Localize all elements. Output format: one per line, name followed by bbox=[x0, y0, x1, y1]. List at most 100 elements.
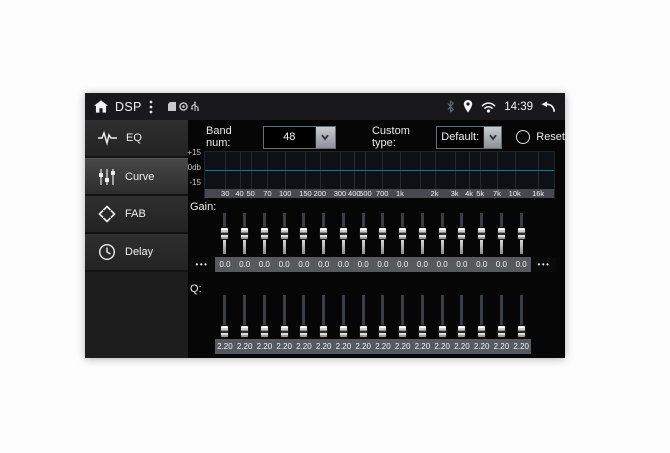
q-slider[interactable] bbox=[511, 293, 531, 338]
sidebar-item-delay[interactable]: Delay bbox=[85, 234, 188, 272]
back-icon[interactable] bbox=[541, 100, 556, 113]
gain-slider-thumb[interactable] bbox=[398, 227, 408, 240]
q-slider[interactable] bbox=[294, 293, 314, 338]
gain-slider-thumb[interactable] bbox=[338, 227, 348, 240]
q-slider-thumb[interactable] bbox=[457, 324, 467, 338]
gain-slider[interactable] bbox=[353, 211, 373, 256]
bluetooth-icon bbox=[446, 100, 455, 113]
gain-slider-thumb[interactable] bbox=[496, 227, 506, 240]
clock-time: 14:39 bbox=[504, 100, 533, 113]
curve-sliders-icon bbox=[98, 168, 116, 186]
dsp-app-window: DSP bbox=[85, 93, 565, 358]
gain-slider-thumb[interactable] bbox=[220, 227, 230, 240]
gain-slider-thumb[interactable] bbox=[378, 227, 388, 240]
reset-radio[interactable]: Reset bbox=[516, 130, 565, 144]
slider-track-fill bbox=[519, 237, 523, 254]
band-num-value: 48 bbox=[283, 131, 296, 143]
gain-slider[interactable] bbox=[215, 211, 235, 256]
gain-value: 0.0 bbox=[219, 260, 231, 269]
q-slider[interactable] bbox=[432, 293, 452, 338]
main-content: Band num: 48 Custom type: Default: R bbox=[187, 120, 565, 358]
gain-slider-thumb[interactable] bbox=[457, 227, 467, 240]
gain-slider-thumb[interactable] bbox=[279, 227, 289, 240]
gain-slider[interactable] bbox=[314, 211, 334, 256]
q-slider[interactable] bbox=[235, 293, 255, 338]
q-slider-thumb[interactable] bbox=[220, 324, 230, 338]
gain-slider-thumb[interactable] bbox=[516, 227, 526, 240]
gain-slider[interactable] bbox=[274, 211, 294, 256]
scroll-left-button[interactable]: ••• bbox=[190, 257, 214, 272]
freq-tick-label: 70 bbox=[263, 189, 272, 198]
gain-value: 0.0 bbox=[298, 260, 310, 269]
scroll-right-button[interactable]: ••• bbox=[532, 257, 556, 272]
q-slider-thumb[interactable] bbox=[358, 324, 368, 338]
q-slider-thumb[interactable] bbox=[516, 324, 526, 338]
slider-track bbox=[223, 213, 227, 230]
sidebar-item-curve[interactable]: Curve bbox=[85, 158, 188, 196]
band-num-dropdown[interactable]: 48 bbox=[262, 125, 336, 149]
gain-slider[interactable] bbox=[511, 211, 531, 256]
gain-slider[interactable] bbox=[294, 211, 314, 256]
q-slider[interactable] bbox=[492, 293, 512, 338]
q-slider[interactable] bbox=[215, 293, 235, 338]
gain-slider-thumb[interactable] bbox=[477, 227, 487, 240]
q-slider[interactable] bbox=[353, 293, 373, 338]
q-slider[interactable] bbox=[393, 293, 413, 338]
overflow-menu-icon[interactable] bbox=[149, 100, 153, 114]
q-slider-thumb[interactable] bbox=[279, 324, 289, 338]
q-slider-thumb[interactable] bbox=[496, 324, 506, 338]
gain-slider-thumb[interactable] bbox=[259, 227, 269, 240]
q-slider[interactable] bbox=[373, 293, 393, 338]
q-slider-thumb[interactable] bbox=[299, 324, 309, 338]
gain-slider[interactable] bbox=[452, 211, 472, 256]
freq-tick-label: 3k bbox=[450, 189, 459, 198]
slider-track bbox=[282, 213, 286, 230]
custom-type-dropdown[interactable]: Default: bbox=[436, 125, 503, 149]
gain-slider[interactable] bbox=[472, 211, 492, 256]
graph-area[interactable]: 30 40 50 70 100 150 200 300 400 500 700 1k 2k 3k 4k 5k 7… bbox=[204, 151, 555, 199]
q-slider[interactable] bbox=[255, 293, 275, 338]
q-slider-thumb[interactable] bbox=[477, 324, 487, 338]
gain-slider-thumb[interactable] bbox=[299, 227, 309, 240]
q-slider-thumb[interactable] bbox=[417, 324, 427, 338]
sidebar-item-fab[interactable]: FAB bbox=[85, 196, 188, 234]
q-value: 2.20 bbox=[256, 342, 273, 351]
gain-slider-thumb[interactable] bbox=[319, 227, 329, 240]
gain-slider[interactable] bbox=[255, 211, 275, 256]
gain-slider[interactable] bbox=[413, 211, 433, 256]
gain-slider[interactable] bbox=[393, 211, 413, 256]
freq-tick-label: 1k bbox=[395, 189, 404, 198]
sidebar-empty bbox=[85, 272, 188, 358]
gain-slider-thumb[interactable] bbox=[437, 227, 447, 240]
q-slider-thumb[interactable] bbox=[240, 324, 250, 338]
gain-slider-thumb[interactable] bbox=[240, 227, 250, 240]
gain-slider-thumb[interactable] bbox=[417, 227, 427, 240]
q-value: 2.20 bbox=[493, 342, 510, 351]
gain-slider[interactable] bbox=[432, 211, 452, 256]
q-slider-thumb[interactable] bbox=[437, 324, 447, 338]
q-slider[interactable] bbox=[452, 293, 472, 338]
gain-slider[interactable] bbox=[373, 211, 393, 256]
slider-track-fill bbox=[243, 237, 247, 254]
gain-slider[interactable] bbox=[235, 211, 255, 256]
q-slider[interactable] bbox=[334, 293, 354, 338]
q-slider-thumb[interactable] bbox=[338, 324, 348, 338]
home-icon[interactable] bbox=[94, 100, 108, 113]
gain-value: 0.0 bbox=[337, 260, 349, 269]
q-slider-thumb[interactable] bbox=[259, 324, 269, 338]
q-value: 2.20 bbox=[513, 342, 529, 351]
gain-slider-thumb[interactable] bbox=[358, 227, 368, 240]
q-slider[interactable] bbox=[413, 293, 433, 338]
q-slider[interactable] bbox=[274, 293, 294, 338]
q-slider-thumb[interactable] bbox=[319, 324, 329, 338]
q-slider[interactable] bbox=[314, 293, 334, 338]
gain-slider[interactable] bbox=[334, 211, 354, 256]
gain-slider[interactable] bbox=[492, 211, 512, 256]
q-slider-thumb[interactable] bbox=[378, 324, 388, 338]
q-slider[interactable] bbox=[472, 293, 492, 338]
sidebar-item-eq[interactable]: EQ bbox=[85, 120, 188, 158]
q-slider-thumb[interactable] bbox=[398, 324, 408, 338]
slider-track bbox=[322, 213, 326, 230]
q-value: 2.20 bbox=[375, 342, 391, 351]
status-bar-right: 14:39 bbox=[446, 100, 556, 113]
